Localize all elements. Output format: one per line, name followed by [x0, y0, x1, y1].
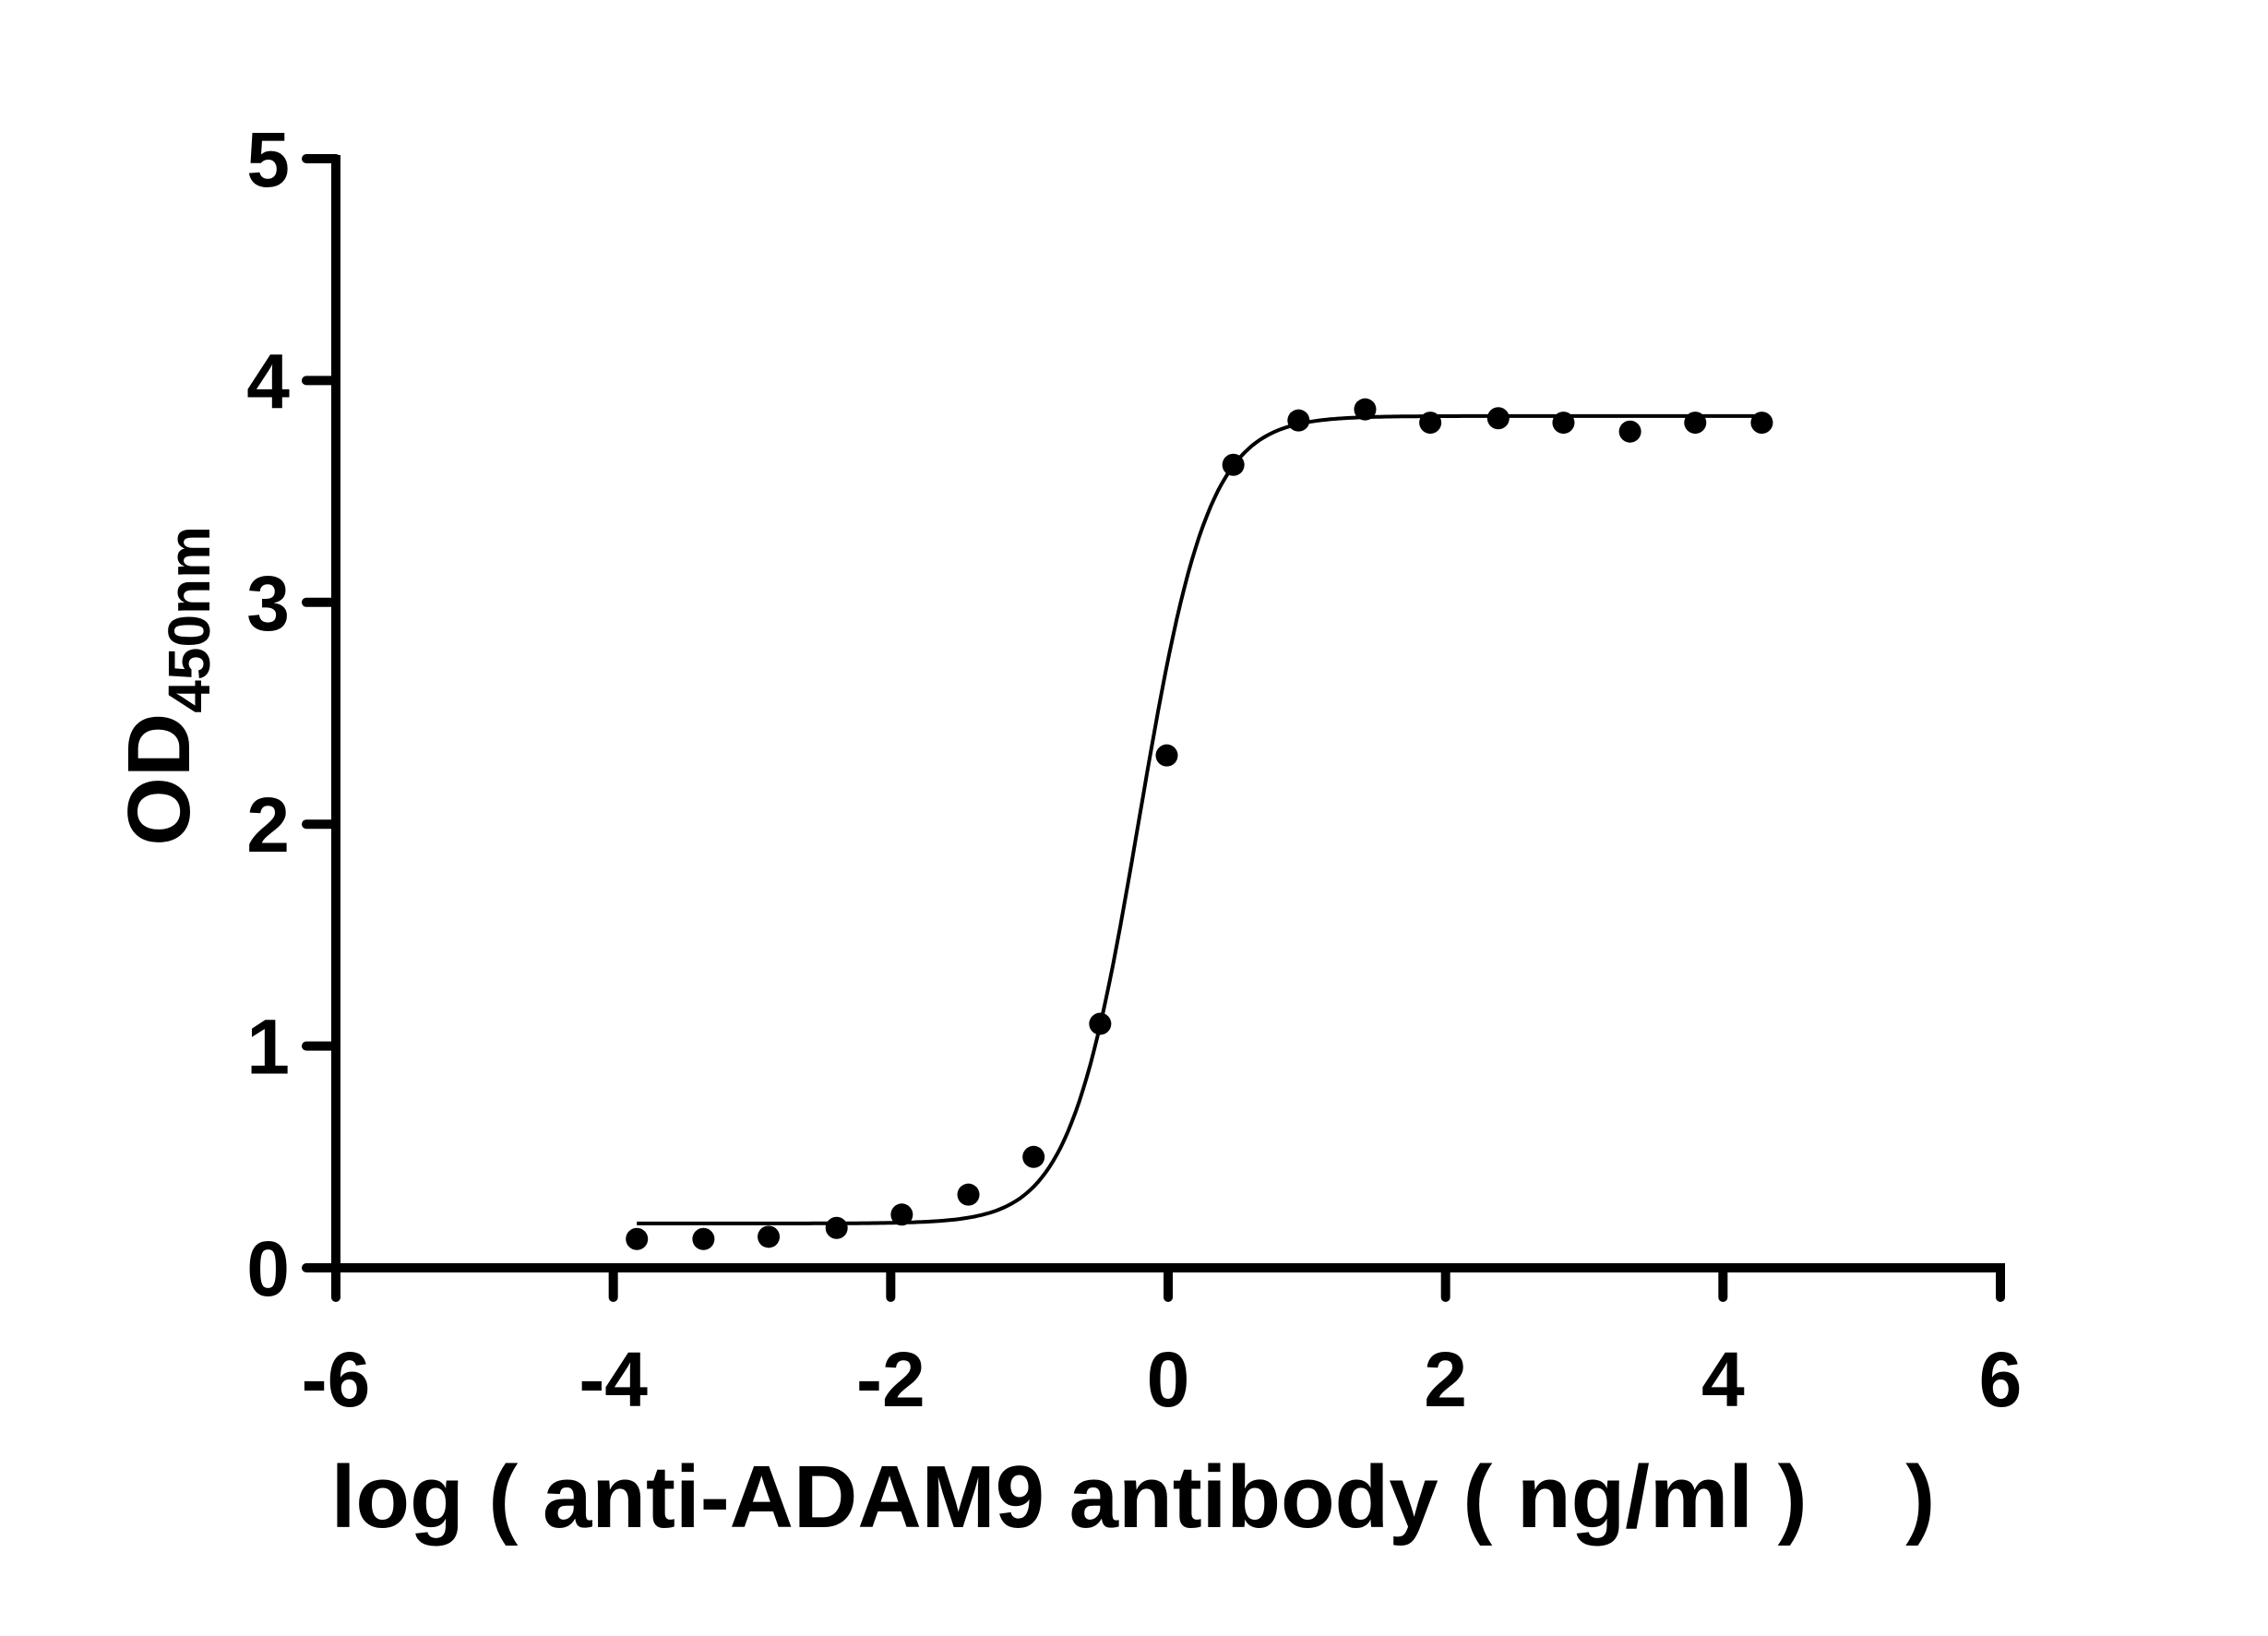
- data-point: [957, 1183, 980, 1206]
- data-point: [825, 1216, 848, 1239]
- x-tick-label: -2: [856, 1336, 925, 1423]
- y-tick-label: 1: [246, 1004, 290, 1091]
- data-point: [890, 1203, 913, 1226]
- y-tick-label: 4: [246, 338, 290, 424]
- fit-curve-layer: [637, 413, 1762, 1225]
- data-point: [1155, 744, 1178, 767]
- y-tick-label: 2: [246, 782, 290, 868]
- data-point: [692, 1227, 715, 1250]
- data-point: [1486, 407, 1510, 430]
- x-tick-label: 6: [1979, 1336, 2023, 1423]
- x-tick-label: -4: [579, 1336, 648, 1423]
- x-tick-label: -6: [302, 1336, 371, 1423]
- x-tick-label: 4: [1701, 1336, 1745, 1423]
- data-point: [1419, 412, 1442, 435]
- y-axis-title: OD450nm: [110, 403, 229, 1019]
- data-point: [1750, 412, 1773, 435]
- svg-text:OD450nm: OD450nm: [110, 403, 229, 1019]
- y-axis-title-subscript: 450nm: [156, 526, 222, 713]
- y-tick-label: 3: [246, 560, 290, 647]
- x-axis-title: log ( anti-ADAM9 antibody ( ng/ml ) ): [331, 1448, 1936, 1546]
- x-tick-label: 0: [1147, 1336, 1190, 1423]
- data-point: [1222, 453, 1245, 476]
- x-tick-label: 2: [1424, 1336, 1467, 1423]
- data-point: [758, 1225, 781, 1248]
- fit-curve: [637, 413, 1762, 1225]
- data-points-layer: [626, 398, 1773, 1250]
- data-point: [1552, 412, 1575, 435]
- data-point: [626, 1227, 649, 1250]
- data-point: [1089, 1012, 1112, 1035]
- axes: 0 1 2 3 4 5 -6 -4 -2 0 2 4 6: [246, 116, 2022, 1423]
- data-point: [1022, 1145, 1045, 1168]
- y-tick-label: 0: [246, 1225, 290, 1312]
- y-axis-title-main: OD: [110, 713, 209, 846]
- data-point: [1354, 398, 1377, 421]
- data-point: [1287, 409, 1310, 432]
- data-point: [1684, 412, 1707, 435]
- data-point: [1618, 420, 1641, 443]
- y-tick-label: 5: [246, 116, 290, 203]
